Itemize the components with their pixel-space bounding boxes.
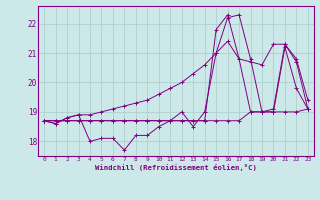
X-axis label: Windchill (Refroidissement éolien,°C): Windchill (Refroidissement éolien,°C) (95, 164, 257, 171)
